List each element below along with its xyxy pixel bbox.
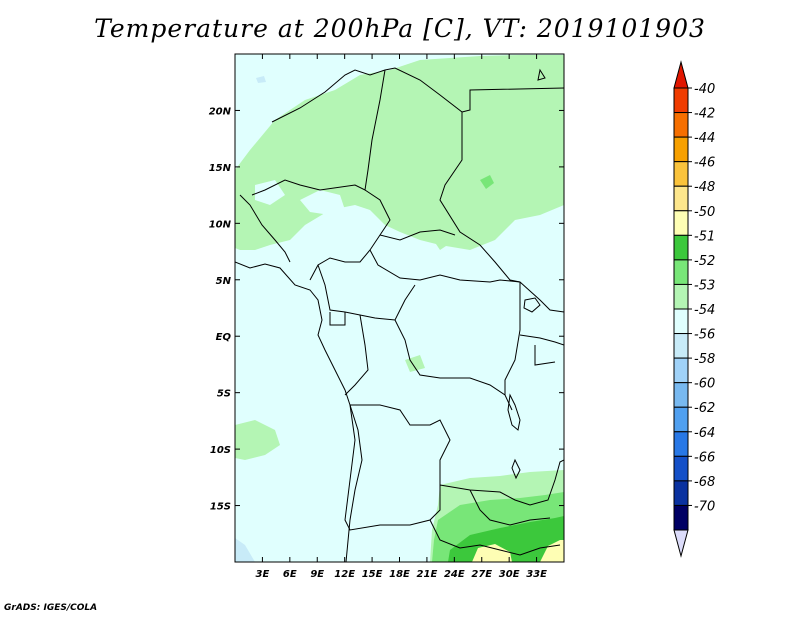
border-line — [350, 404, 451, 485]
colorbar-label: -51 — [694, 229, 715, 244]
colorbar-label: -60 — [694, 377, 715, 392]
lat-tick-label: 15N — [209, 163, 232, 174]
colorbar-label: -58 — [694, 352, 715, 367]
colorbar-label: -50 — [694, 205, 715, 220]
colorbar-label: -53 — [694, 278, 715, 293]
colorbar-swatch — [673, 185, 689, 212]
border-line — [469, 489, 551, 526]
border-line — [271, 67, 521, 283]
lake-outline — [523, 297, 541, 313]
colorbar-swatch — [673, 112, 689, 138]
colorbar-label: -44 — [694, 131, 715, 146]
field-region-minus56-patch — [256, 76, 266, 83]
lon-tick-label: 30E — [499, 569, 520, 580]
lat-tick-label: 10N — [209, 219, 232, 230]
colorbar-label: -54 — [694, 303, 715, 318]
lon-tick-label: 6E — [283, 569, 297, 580]
longitude-axis: 3E 6E 9E 12E 15E 18E 21E 24E 27E 30E 33E — [256, 54, 547, 580]
colorbar-swatch — [673, 480, 689, 506]
field-region-minus54-patch — [255, 180, 285, 205]
field-region-minus53-southwest — [235, 420, 280, 460]
lat-tick-label: 10S — [210, 445, 231, 456]
border-line — [439, 459, 564, 506]
lon-tick-label: 24E — [444, 569, 465, 580]
colorbar-swatch — [673, 504, 689, 531]
border-line — [504, 282, 521, 395]
colorbar-swatch — [673, 406, 689, 433]
colorbar-label: -46 — [694, 156, 715, 171]
lon-tick-label: 27E — [471, 569, 492, 580]
lake-outline — [537, 68, 546, 81]
lon-tick-label: 18E — [389, 569, 410, 580]
latitude-axis: 20N 15N 10N 5N EQ 5S 10S 15S — [209, 106, 564, 513]
border-line — [519, 334, 564, 346]
colorbar-top-arrow — [673, 60, 689, 89]
lat-tick-label: 15S — [210, 502, 231, 513]
border-line — [534, 345, 556, 366]
coastline — [235, 261, 363, 562]
colorbar-swatch — [673, 161, 689, 187]
colorbar-label: -66 — [694, 450, 715, 465]
colorbar-swatch — [673, 382, 689, 408]
country-borders — [235, 67, 564, 562]
lon-tick-label: 15E — [362, 569, 383, 580]
colorbar-swatch — [673, 136, 689, 163]
border-line — [251, 69, 386, 196]
colorbar-label: -52 — [694, 254, 715, 269]
border-line — [239, 194, 291, 263]
colorbar-swatch — [673, 357, 689, 384]
colorbar-swatch — [673, 308, 689, 335]
colorbar-label: -62 — [694, 401, 715, 416]
border-line — [379, 229, 456, 241]
border-line — [394, 319, 513, 411]
lon-tick-label: 3E — [256, 569, 270, 580]
lat-tick-label: EQ — [216, 332, 232, 343]
lake-outline — [511, 458, 521, 480]
field-region-minus54-patch — [300, 190, 345, 215]
lon-tick-label: 21E — [417, 569, 438, 580]
colorbar-bottom-arrow — [673, 529, 689, 558]
border-line — [429, 519, 561, 556]
colorbar-label: -68 — [694, 475, 715, 490]
colorbar-swatch — [673, 431, 689, 457]
chart-title: Temperature at 200hPa [C], VT: 201910190… — [94, 14, 706, 43]
border-line — [461, 87, 564, 113]
lat-tick-label: 5S — [217, 389, 231, 400]
colorbar-swatch — [673, 210, 689, 236]
field-region-minus52-patch — [480, 175, 494, 189]
grads-credit: GrADS: IGES/COLA — [4, 603, 98, 613]
lake-outline — [507, 393, 521, 431]
lon-tick-label: 9E — [310, 569, 324, 580]
field-region-minus53-blob — [430, 230, 455, 250]
lat-tick-label: 20N — [209, 106, 232, 117]
colorbar-label: -70 — [694, 499, 715, 514]
lon-tick-label: 12E — [334, 569, 355, 580]
temperature-field — [235, 55, 564, 562]
colorbar-swatch — [673, 333, 689, 359]
colorbar-swatch — [673, 455, 689, 482]
field-region-minus56-patch — [235, 538, 255, 562]
colorbar: -40 -42 -44 -46 -48 -50 -51 -52 -53 -54 -56 -58 -60 -… — [673, 60, 715, 558]
colorbar-swatch — [673, 234, 689, 261]
colorbar-label: -48 — [694, 180, 715, 195]
border-line — [344, 404, 441, 531]
border-line — [309, 189, 391, 281]
border-line — [369, 249, 564, 313]
colorbar-label: -42 — [694, 107, 715, 122]
colorbar-swatch — [673, 283, 689, 310]
lon-tick-label: 33E — [526, 569, 547, 580]
colorbar-swatch — [673, 259, 689, 285]
colorbar-label: -40 — [694, 82, 715, 97]
lat-tick-label: 5N — [216, 276, 232, 287]
colorbar-label: -56 — [694, 328, 715, 343]
colorbar-label: -64 — [694, 426, 715, 441]
border-line — [344, 314, 369, 396]
colorbar-swatch — [673, 87, 689, 114]
border-line — [329, 312, 346, 326]
